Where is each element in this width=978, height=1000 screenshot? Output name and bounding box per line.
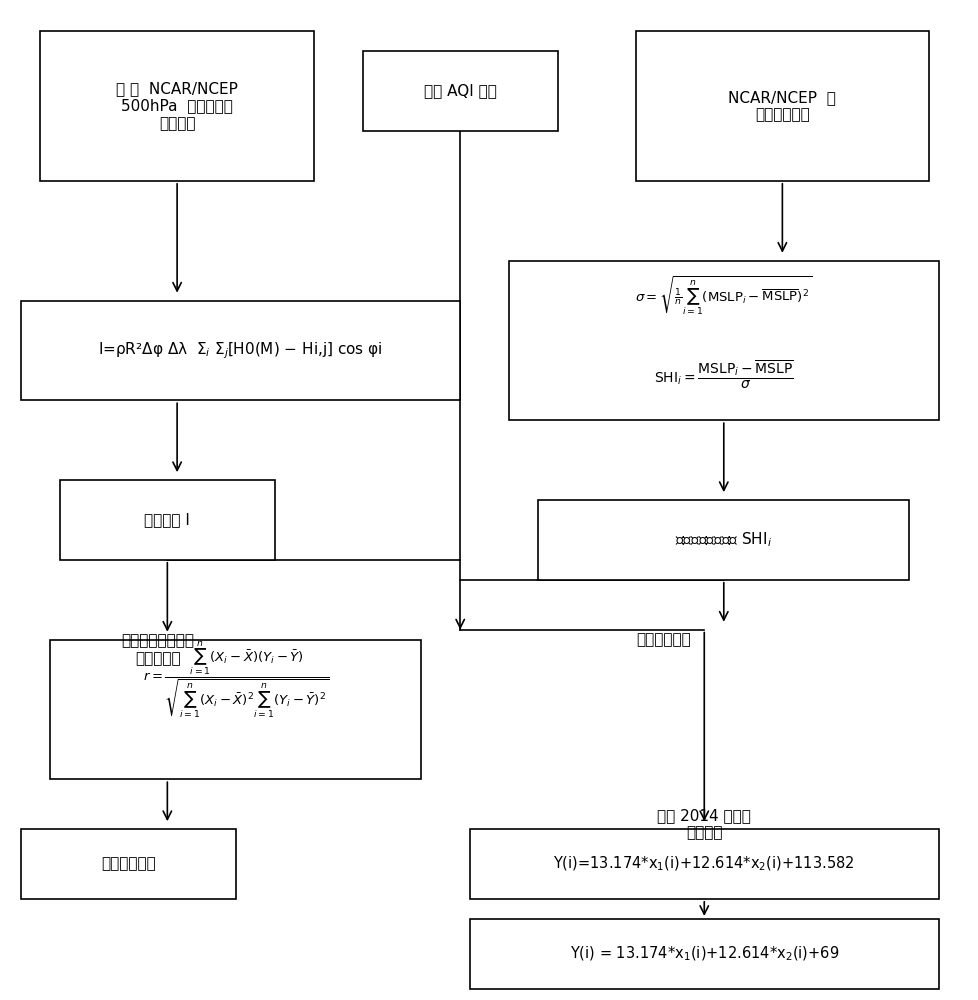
Text: 西伯利亚高压指数 SHI$_{i}$: 西伯利亚高压指数 SHI$_{i}$ bbox=[675, 531, 772, 549]
Text: 输 入  NCAR/NCEP
500hPa  位势高度再
分析资料: 输 入 NCAR/NCEP 500hPa 位势高度再 分析资料 bbox=[116, 81, 238, 131]
Text: Y(i) = 13.174*x$_{1}$(i)+12.614*x$_{2}$(i)+69: Y(i) = 13.174*x$_{1}$(i)+12.614*x$_{2}$(… bbox=[569, 945, 838, 963]
Text: 滞后效应明显: 滞后效应明显 bbox=[101, 856, 156, 871]
Text: 逐步回归方法: 逐步回归方法 bbox=[636, 632, 689, 647]
Text: 极涡指数 I: 极涡指数 I bbox=[145, 512, 190, 527]
Text: $\sigma = \sqrt{\frac{1}{n}\sum_{i=1}^{n}(\mathrm{MSLP}_i - \overline{\mathrm{MS: $\sigma = \sqrt{\frac{1}{n}\sum_{i=1}^{n… bbox=[635, 274, 812, 317]
Text: $r = \dfrac{\sum_{i=1}^{n}(X_i - \bar{X})(Y_i - \bar{Y})}{\sqrt{\sum_{i=1}^{n}(X: $r = \dfrac{\sum_{i=1}^{n}(X_i - \bar{X}… bbox=[143, 639, 329, 720]
FancyBboxPatch shape bbox=[469, 919, 938, 989]
FancyBboxPatch shape bbox=[50, 640, 421, 779]
Text: NCAR/NCEP  海
平面气压资料: NCAR/NCEP 海 平面气压资料 bbox=[728, 90, 835, 122]
Text: $\mathrm{SHI}_i = \dfrac{\mathrm{MSLP}_i - \overline{\mathrm{MSLP}}}{\sigma}$: $\mathrm{SHI}_i = \dfrac{\mathrm{MSLP}_i… bbox=[653, 359, 793, 391]
FancyBboxPatch shape bbox=[509, 261, 938, 420]
FancyBboxPatch shape bbox=[21, 301, 460, 400]
Text: 利用 2014 年资料
订正方程: 利用 2014 年资料 订正方程 bbox=[656, 808, 750, 840]
FancyBboxPatch shape bbox=[362, 51, 557, 131]
Text: 超前、同期、滞后
相关性分析: 超前、同期、滞后 相关性分析 bbox=[121, 633, 194, 666]
Text: Y(i)=13.174*x$_{1}$(i)+12.614*x$_{2}$(i)+113.582: Y(i)=13.174*x$_{1}$(i)+12.614*x$_{2}$(i)… bbox=[553, 855, 854, 873]
Text: 输入 AQI 资料: 输入 AQI 资料 bbox=[423, 84, 496, 99]
FancyBboxPatch shape bbox=[538, 500, 909, 580]
FancyBboxPatch shape bbox=[40, 31, 314, 181]
FancyBboxPatch shape bbox=[21, 829, 236, 899]
Text: I=ρR²Δφ Δλ  Σ$_{i}$ Σ$_{j}$[H0(M) − Hi,j] cos φi: I=ρR²Δφ Δλ Σ$_{i}$ Σ$_{j}$[H0(M) − Hi,j]… bbox=[98, 340, 382, 361]
FancyBboxPatch shape bbox=[60, 480, 275, 560]
FancyBboxPatch shape bbox=[636, 31, 928, 181]
FancyBboxPatch shape bbox=[469, 829, 938, 899]
